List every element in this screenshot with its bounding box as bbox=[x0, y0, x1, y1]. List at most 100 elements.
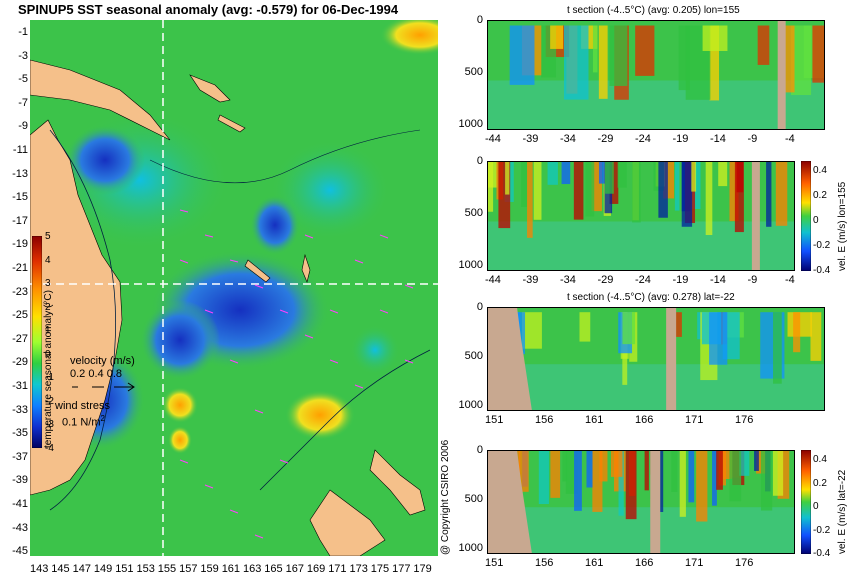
section-depth-tick: 500 bbox=[464, 66, 483, 78]
section-depth-tick: 500 bbox=[464, 207, 483, 219]
lat-tick-label: -1 bbox=[18, 26, 28, 38]
section-x-tick: -39 bbox=[522, 274, 539, 286]
lat-tick-label: -31 bbox=[12, 380, 28, 392]
section-anomaly-band bbox=[618, 450, 624, 516]
section-anomaly-band bbox=[609, 161, 619, 204]
section-depth-tick: 1000 bbox=[458, 399, 483, 411]
colorbar-tick-label: 2 bbox=[45, 301, 51, 313]
section-title: t section (-4..5°C) (avg: 0.205) lon=155 bbox=[567, 5, 740, 16]
velocity-colorbar-tick: -0.2 bbox=[813, 524, 831, 536]
land-new-caledonia bbox=[244, 259, 271, 283]
section-anomaly-band bbox=[487, 161, 494, 212]
warm-anomaly-patch bbox=[168, 426, 192, 454]
section-anomaly-band bbox=[663, 161, 675, 199]
land-australia bbox=[30, 119, 123, 496]
lon-tick-label: 175 bbox=[370, 563, 390, 575]
lat-tick-label: -27 bbox=[12, 332, 28, 345]
section-anomaly-band bbox=[573, 161, 584, 220]
depth-contour bbox=[49, 129, 117, 511]
depth-contour bbox=[149, 129, 421, 184]
section-title: t section (-4..5°C) (avg: 0.278) lat=-22 bbox=[567, 292, 735, 303]
section-x-tick: -34 bbox=[560, 133, 576, 145]
colorbar-tick-label: -4 bbox=[45, 442, 54, 454]
section-anomaly-band bbox=[610, 450, 623, 477]
lat-tick-label: -41 bbox=[12, 498, 28, 510]
section-anomaly-band bbox=[760, 450, 773, 511]
lat-tick-label: -23 bbox=[12, 285, 28, 298]
lon-tick-label: 171 bbox=[328, 563, 347, 575]
lon-tick-label: 165 bbox=[264, 563, 283, 575]
section-anomaly-band bbox=[632, 161, 641, 223]
lon-tick-label: 161 bbox=[221, 563, 241, 575]
lon-tick-label: 167 bbox=[285, 563, 304, 575]
land-mask bbox=[751, 161, 760, 271]
section-anomaly-band bbox=[522, 312, 542, 349]
section-x-tick: 151 bbox=[485, 557, 504, 569]
section-x-tick: -9 bbox=[747, 133, 758, 145]
section-depth-tick: 1000 bbox=[458, 259, 483, 271]
section-anomaly-band bbox=[592, 450, 603, 512]
section-anomaly-band bbox=[709, 312, 728, 365]
section-anomaly-band bbox=[605, 161, 614, 194]
section-anomaly-band bbox=[681, 161, 693, 227]
section-anomaly-band bbox=[678, 25, 690, 91]
section-plot-2[interactable] bbox=[487, 161, 795, 271]
velocity-colorbar-tick: 0.2 bbox=[813, 477, 827, 489]
section-anomaly-band bbox=[739, 450, 750, 476]
lat-tick-label: -5 bbox=[18, 73, 28, 86]
section-x-tick: -14 bbox=[710, 133, 726, 145]
section-anomaly-band bbox=[599, 450, 608, 482]
velocity-colorbar bbox=[801, 450, 811, 554]
section-anomaly-band bbox=[723, 450, 733, 479]
page-title: SPINUP5 SST seasonal anomaly (avg: -0.57… bbox=[18, 2, 399, 17]
velocity-colorbar-tick: 0 bbox=[813, 215, 819, 226]
section-depth-tick: 0 bbox=[476, 301, 483, 313]
section-plot-3[interactable] bbox=[487, 307, 825, 411]
land-mask bbox=[487, 307, 532, 411]
section-anomaly-band bbox=[579, 312, 591, 342]
section-anomaly-band bbox=[702, 25, 728, 51]
velocity-colorbar-tick: 0 bbox=[813, 501, 819, 512]
section-anomaly-band bbox=[521, 161, 528, 207]
section-anomaly-band bbox=[617, 161, 627, 188]
lon-tick-label: 163 bbox=[243, 563, 262, 575]
section-plot-1[interactable] bbox=[487, 20, 825, 130]
sst-anomaly-map[interactable] bbox=[30, 20, 438, 556]
section-anomaly-band bbox=[598, 25, 608, 99]
section-depth-tick: 1000 bbox=[458, 118, 483, 130]
depth-contour bbox=[259, 349, 431, 491]
section-x-tick: 176 bbox=[735, 557, 754, 569]
velocity-legend-values: 0.2 0.4 0.8 bbox=[70, 368, 122, 380]
velocity-colorbar-tick: 0.2 bbox=[813, 190, 827, 201]
sst-colorbar bbox=[32, 236, 42, 448]
lon-tick-label: 147 bbox=[72, 563, 91, 575]
lon-tick-label: 151 bbox=[115, 563, 134, 575]
section-x-tick: 161 bbox=[585, 414, 604, 426]
section-x-tick: -14 bbox=[710, 274, 726, 286]
section-anomaly-band bbox=[712, 450, 717, 506]
section-x-tick: 161 bbox=[585, 557, 604, 569]
section-anomaly-band bbox=[565, 450, 578, 494]
colorbar-tick-label: 5 bbox=[45, 231, 51, 242]
section-anomaly-band bbox=[561, 161, 571, 185]
section-anomaly-band bbox=[574, 450, 582, 511]
section-plot-4[interactable] bbox=[487, 450, 795, 554]
land-mask bbox=[487, 450, 532, 554]
land-mask bbox=[666, 307, 677, 411]
lon-tick-label: 153 bbox=[136, 563, 155, 575]
velocity-legend-label: velocity (m/s) bbox=[70, 355, 135, 367]
section-anomaly-band bbox=[734, 161, 744, 233]
section-depth-tick: 0 bbox=[476, 444, 483, 456]
section-anomaly-band bbox=[772, 450, 784, 496]
land-new-guinea bbox=[30, 59, 171, 141]
lon-tick-label: 179 bbox=[413, 563, 432, 575]
section-anomaly-band bbox=[793, 312, 801, 353]
section-anomaly-band bbox=[773, 312, 782, 384]
section-anomaly-band bbox=[498, 161, 511, 229]
section-anomaly-band bbox=[518, 450, 529, 492]
colorbar-tick-label: -1 bbox=[45, 372, 54, 383]
section-anomaly-band bbox=[550, 450, 561, 498]
section-depth-tick: 500 bbox=[464, 493, 483, 505]
section-anomaly-band bbox=[679, 450, 686, 517]
section-anomaly-band bbox=[547, 161, 558, 185]
